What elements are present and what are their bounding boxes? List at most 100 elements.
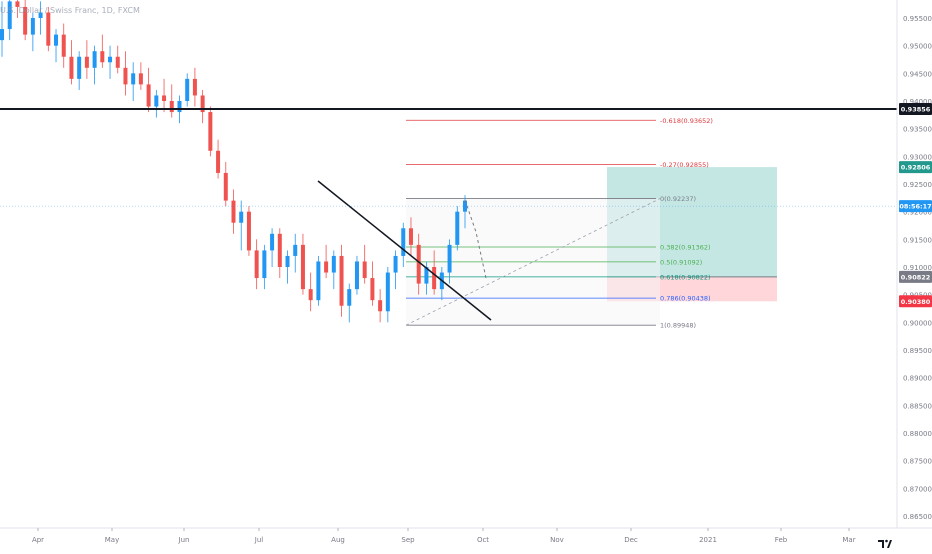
candle-body (270, 233, 275, 251)
price-badge-label: 0.92806 (901, 164, 931, 172)
price-badge-label: 0.93856 (901, 105, 931, 113)
candle-body (277, 233, 282, 267)
price-tick-label: 0.93000 (903, 153, 932, 161)
candle-body (223, 172, 228, 201)
fib-retracement[interactable]: -0.618(0.93652) -0.27(0.92855) 0(0.92237) 0… (405, 117, 713, 330)
candle-body (115, 56, 120, 68)
time-axis[interactable]: Apr May Jun Jul Aug Sep Oct Nov Dec 2021 Feb Mar (0, 527, 932, 550)
candlestick-series (0, 0, 467, 323)
candle-body (77, 56, 82, 79)
candle-body (208, 112, 213, 151)
candle-body (370, 278, 375, 301)
candle-body (177, 101, 182, 113)
candle-body (100, 51, 105, 63)
candle-body (416, 244, 421, 284)
price-tick-label: 0.87000 (903, 485, 932, 493)
candle-body (362, 261, 367, 279)
candle-body (308, 289, 313, 301)
trend-drawings[interactable] (0, 107, 897, 321)
price-tick-label: 0.93500 (903, 126, 932, 134)
price-tick-label: 0.94000 (903, 98, 932, 106)
candle-body (131, 73, 136, 85)
price-badge (899, 102, 932, 115)
downtrend-line[interactable] (317, 180, 492, 321)
time-tick-label: Sep (401, 536, 415, 544)
candle-body (239, 211, 244, 223)
candle-body (455, 211, 460, 245)
candle-body (254, 250, 259, 279)
candle-body (331, 255, 336, 273)
candle-body (162, 95, 167, 101)
time-tick-label: Apr (32, 536, 44, 544)
candle-body (84, 56, 89, 68)
candle-body (0, 29, 4, 41)
time-tick-label: Mar (842, 536, 855, 544)
price-badge (899, 200, 932, 213)
price-badge (899, 295, 932, 308)
time-tick-label: Jul (254, 536, 264, 544)
candle-body (216, 150, 221, 173)
candle-body (61, 34, 66, 57)
candle-body (316, 261, 321, 301)
candle-body (169, 101, 174, 113)
time-tick-label: Dec (624, 536, 638, 544)
time-tick-label: Oct (477, 536, 489, 544)
candle-body (293, 244, 298, 256)
price-tick-label: 0.86500 (903, 513, 932, 521)
candle-body (154, 95, 159, 107)
candle-body (300, 244, 305, 290)
candle-body (354, 261, 359, 290)
candle-body (231, 200, 236, 223)
time-tick-label: 2021 (699, 536, 717, 544)
price-tick-label: 0.87500 (903, 458, 932, 466)
candle-body (401, 228, 406, 256)
price-tick-label: 0.89000 (903, 375, 932, 383)
candle-body (447, 244, 452, 273)
price-badge-label: 08:56:17 (899, 203, 931, 211)
candle-body (54, 34, 59, 46)
price-tick-label: 0.95000 (903, 43, 932, 51)
candle-body (393, 255, 398, 273)
fib-level-label: 0(0.92237) (660, 195, 696, 203)
candle-body (7, 1, 12, 30)
price-tick-label: 0.88500 (903, 402, 932, 410)
candle-body (324, 261, 329, 273)
candle-body (424, 267, 429, 284)
candle-body (185, 78, 190, 101)
candle-body (92, 51, 97, 68)
candle-body (285, 255, 290, 267)
candle-body (385, 272, 390, 312)
fib-level-label: -0.27(0.92855) (660, 161, 709, 169)
price-axis[interactable]: 0.95500 0.95000 0.94500 0.94000 0.93500 0.930… (896, 0, 932, 528)
fib-level-label: 0.5(0.91092) (660, 258, 702, 266)
candle-body (30, 18, 35, 35)
time-axis-bg[interactable] (0, 528, 932, 550)
candle-body (69, 56, 74, 79)
candle-body (123, 67, 128, 85)
candle-body (192, 78, 197, 96)
price-badge (899, 161, 932, 174)
price-badges: 0.93856 0.92806 08:56:17 0.90822 0.90380 (899, 102, 932, 308)
candle-body (46, 12, 51, 46)
candle-body (347, 289, 352, 306)
candle-body (408, 228, 413, 245)
price-tick-label: 0.94500 (903, 70, 932, 78)
price-axis-bg[interactable] (897, 0, 932, 528)
tradingview-logo-icon (878, 539, 892, 548)
candle-body (200, 95, 205, 113)
time-tick-label: Jun (178, 536, 190, 544)
price-badge-label: 0.90380 (901, 298, 931, 306)
fib-level-label: 0.618(0.90822) (660, 273, 711, 281)
symbol-title: U.S. Dollar / Swiss Franc, 1D, FXCM (0, 6, 140, 15)
candle-body (432, 267, 437, 290)
candle-body (23, 6, 28, 35)
candle-body (262, 250, 267, 279)
time-tick-label: Aug (331, 536, 345, 544)
price-tick-label: 0.92000 (903, 209, 932, 217)
price-tick-label: 0.91000 (903, 264, 932, 272)
price-tick-label: 0.89500 (903, 347, 932, 355)
candle-body (138, 73, 143, 85)
candle-body (15, 1, 20, 7)
